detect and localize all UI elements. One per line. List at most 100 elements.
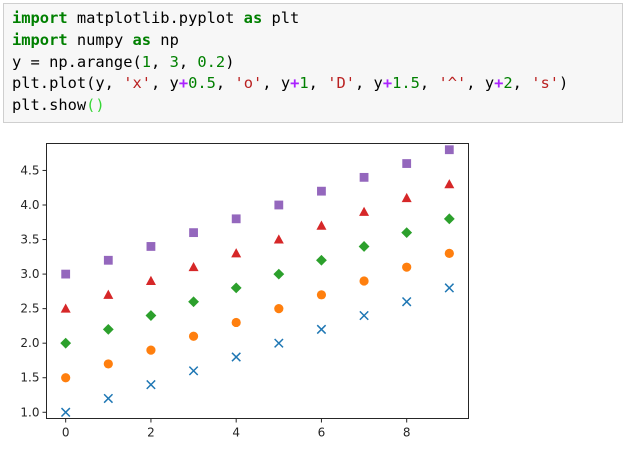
code-token: as xyxy=(243,9,263,27)
x-tick-label: 4 xyxy=(232,426,240,440)
y-tick-label: 3.5 xyxy=(20,233,39,247)
marker-D xyxy=(273,268,285,280)
marker-D xyxy=(316,254,327,266)
code-token: + xyxy=(290,74,300,93)
marker-D xyxy=(188,296,199,308)
marker-x xyxy=(146,379,156,390)
marker-x xyxy=(103,393,114,404)
marker-^ xyxy=(359,206,370,216)
marker-D xyxy=(443,213,455,225)
code-line: import matplotlib.pyplot as plt xyxy=(12,8,614,30)
axis-ticks: 0 2 4 6 8 1.0 1.5 2.0 2.5 3.0 3.5 4.0 4.5 xyxy=(20,163,410,439)
code-token: 1 xyxy=(141,52,152,71)
marker-^ xyxy=(60,303,71,313)
code-token: plt.show xyxy=(12,96,87,115)
marker-^ xyxy=(188,261,199,272)
code-token: ) xyxy=(559,74,569,93)
code-token: , y xyxy=(466,74,495,93)
code-token: , y xyxy=(355,74,383,93)
code-token: as xyxy=(132,30,152,49)
marker-o xyxy=(402,262,412,272)
plot-area xyxy=(46,143,469,419)
code-token: 's' xyxy=(531,74,560,93)
code-token: + xyxy=(382,74,393,93)
marker-D xyxy=(230,282,242,294)
y-tick-label: 4.5 xyxy=(20,163,39,177)
marker-o xyxy=(146,345,156,355)
marker-x xyxy=(274,338,284,348)
marker-D xyxy=(60,337,72,349)
x-tick-label: 6 xyxy=(318,426,326,440)
code-token: matplotlib.pyplot xyxy=(67,9,244,27)
marker-^ xyxy=(145,275,156,285)
marker-o xyxy=(103,359,113,369)
marker-s xyxy=(274,200,284,210)
y-tick-label: 4.0 xyxy=(20,198,39,212)
code-cell[interactable]: import matplotlib.pyplot as plt import nu… xyxy=(3,3,623,123)
code-line: y = np.arange(1, 3, 0.2) xyxy=(12,52,614,74)
code-token: , xyxy=(215,74,235,93)
marker-s xyxy=(317,186,326,196)
code-token: numpy xyxy=(67,30,133,49)
code-token: 0.2 xyxy=(197,52,226,71)
code-token: import xyxy=(12,9,68,27)
code-token: y = np.arange( xyxy=(12,52,142,71)
marker-s xyxy=(189,228,198,238)
marker-s xyxy=(444,145,454,155)
marker-x xyxy=(316,324,327,335)
code-token: , y xyxy=(262,74,291,93)
x-tick-label: 8 xyxy=(403,426,411,440)
marker-s xyxy=(146,242,156,251)
marker-D xyxy=(401,227,413,239)
code-token: , xyxy=(308,74,328,93)
y-tick-label: 2.0 xyxy=(20,336,39,350)
marker-x xyxy=(231,352,241,362)
code-token: 0.5 xyxy=(188,74,216,93)
code-token: , xyxy=(178,52,198,71)
marker-o xyxy=(316,290,327,300)
code-token: 'D' xyxy=(327,74,356,93)
code-token: '^' xyxy=(438,74,467,93)
y-tick-label: 2.5 xyxy=(20,302,39,316)
x-tick-label: 2 xyxy=(147,426,155,440)
marker-s xyxy=(231,214,241,224)
code-token: 'x' xyxy=(123,74,152,93)
marker-D xyxy=(145,310,157,321)
marker-o xyxy=(359,276,369,286)
y-tick-label: 1.5 xyxy=(20,371,39,385)
marker-^ xyxy=(273,234,284,244)
y-tick-label: 3.0 xyxy=(20,267,39,281)
marker-o xyxy=(61,373,71,383)
code-editor[interactable]: import matplotlib.pyplot as plt import nu… xyxy=(12,8,614,117)
marker-^ xyxy=(316,220,327,230)
marker-o xyxy=(188,331,199,341)
code-token: 2 xyxy=(503,74,513,93)
data-markers xyxy=(60,145,455,418)
marker-s xyxy=(103,255,113,265)
code-token: , xyxy=(419,74,439,93)
x-tick-label: 0 xyxy=(62,426,70,440)
marker-s xyxy=(402,159,412,168)
marker-D xyxy=(358,241,370,252)
marker-x xyxy=(444,283,455,293)
code-line: import numpy as np xyxy=(12,30,614,52)
marker-s xyxy=(359,172,369,182)
code-line: plt.plot(y, 'x', y+0.5, 'o', y+1, 'D', y… xyxy=(12,73,614,95)
marker-x xyxy=(188,366,199,376)
code-token: np xyxy=(151,30,179,49)
code-token: () xyxy=(86,96,105,115)
marker-o xyxy=(231,317,241,328)
marker-^ xyxy=(103,289,114,299)
code-token: , xyxy=(151,52,170,71)
marker-x xyxy=(60,407,71,418)
code-token: , xyxy=(512,74,532,93)
code-token: , y xyxy=(151,74,179,93)
marker-x xyxy=(359,310,369,321)
marker-^ xyxy=(231,248,242,258)
output-area: 0 2 4 6 8 1.0 1.5 2.0 2.5 3.0 3.5 4.0 4.5 xyxy=(0,128,626,453)
marker-x xyxy=(401,296,412,307)
code-token: plt xyxy=(262,9,300,27)
code-line: plt.show() xyxy=(12,95,614,117)
code-token: + xyxy=(178,74,189,93)
y-tick-label: 1.0 xyxy=(20,405,39,419)
